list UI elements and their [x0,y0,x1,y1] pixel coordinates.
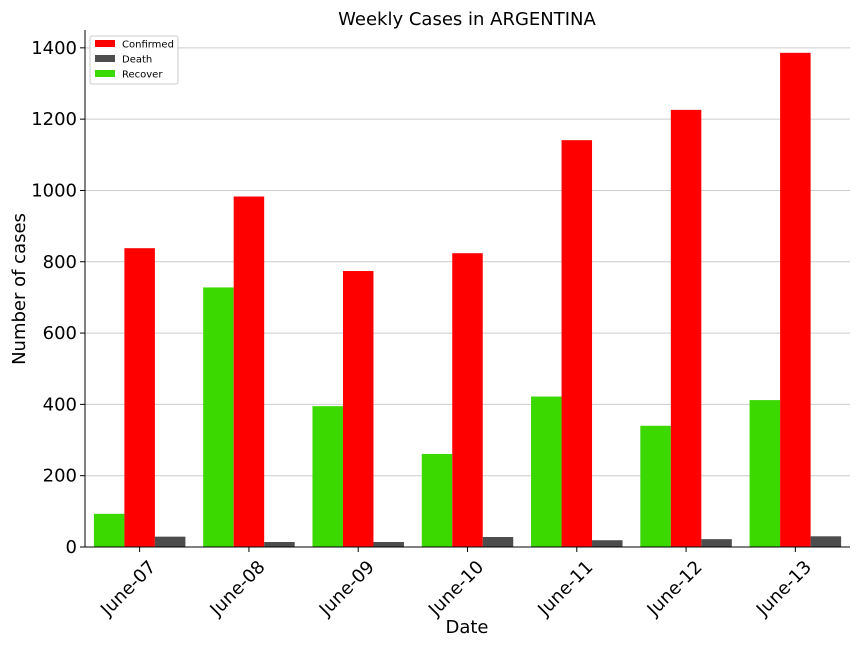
x-tick-label: June-10 [424,557,488,621]
y-tick-label: 600 [43,323,77,344]
x-axis-label: Date [445,617,488,638]
y-axis-label: Number of cases [9,213,30,365]
bar-death [592,540,623,547]
y-tick-label: 200 [43,466,77,487]
bars [93,52,842,548]
x-tick-label: June-09 [315,557,379,621]
bar-recover [312,406,343,547]
bar-confirmed [670,109,702,547]
x-tick-label: June-13 [752,557,816,621]
bar-confirmed [780,52,811,548]
legend-label-recover: Recover [122,70,163,81]
bar-death [701,539,732,547]
x-tick-label: June-11 [533,557,597,621]
y-ticks: 0 200 400 600 800 1000 1200 1400 [31,38,85,558]
y-tick-label: 1400 [31,38,77,59]
bar-confirmed [561,140,593,547]
bar-recover [531,396,562,547]
legend-swatch-confirmed [95,40,115,47]
bar-recover [421,453,453,547]
legend: Confirmed Death Recover [89,35,179,85]
y-tick-label: 0 [66,537,77,558]
bar-confirmed [342,271,374,547]
legend-label-confirmed: Confirmed [122,40,174,51]
bar-confirmed [233,196,265,548]
bar-death [810,536,842,547]
x-ticks: June-07 June-08 June-09 June-10 June-11 June-… [96,547,816,621]
x-tick-label: June-07 [96,557,160,621]
bar-recover [93,513,125,547]
legend-label-death: Death [122,55,152,66]
bar-confirmed [452,253,483,547]
bar-death [373,542,404,547]
bar-death [264,542,295,547]
y-tick-label: 1200 [31,109,77,130]
y-tick-label: 1000 [31,180,77,201]
bar-death [482,537,514,547]
bar-death [154,536,186,547]
y-tick-label: 800 [43,252,77,273]
chart-title: Weekly Cases in ARGENTINA [338,9,596,30]
x-tick-label: June-08 [205,557,269,621]
x-tick-label: June-12 [643,557,707,621]
legend-swatch-death [95,55,115,62]
bar-recover [640,425,671,547]
legend-swatch-recover [95,70,115,77]
bar-confirmed [124,248,155,547]
bar-recover [749,400,781,547]
y-tick-label: 400 [43,394,77,415]
bar-recover [203,287,234,547]
